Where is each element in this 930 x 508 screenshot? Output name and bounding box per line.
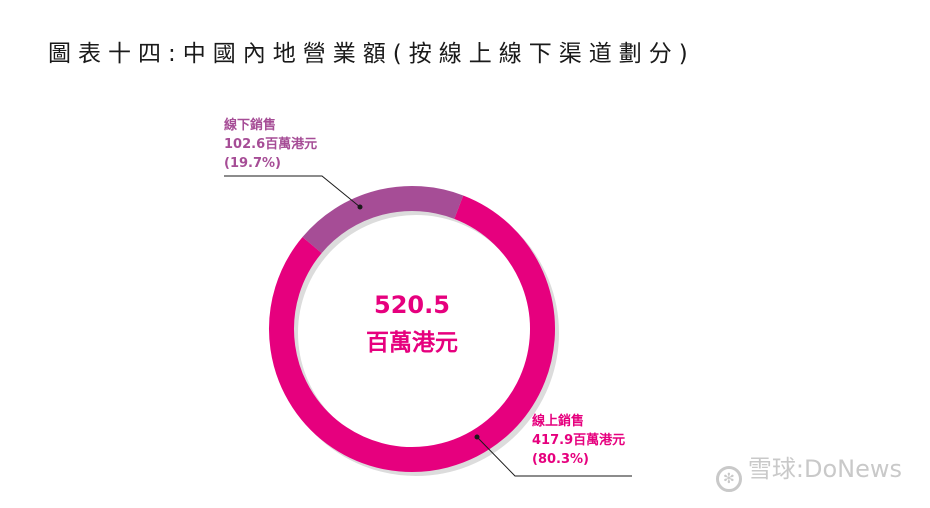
leader-dot-offline bbox=[357, 204, 363, 210]
label-offline-name: 線下銷售 bbox=[224, 118, 277, 133]
leader-dot-online bbox=[474, 434, 480, 440]
label-offline-value: 102.6百萬港元 bbox=[224, 137, 318, 152]
center-total-unit: 百萬港元 bbox=[366, 330, 458, 356]
snowball-icon: ✻ bbox=[715, 466, 742, 492]
label-online-name: 線上銷售 bbox=[532, 414, 585, 429]
slice-online bbox=[269, 195, 555, 472]
label-online: 線上銷售 417.9百萬港元 (80.3%) bbox=[532, 412, 625, 469]
label-online-percent: (80.3%) bbox=[532, 452, 589, 467]
label-offline-percent: (19.7%) bbox=[224, 156, 281, 171]
label-offline: 線下銷售 102.6百萬港元 (19.7%) bbox=[224, 116, 317, 173]
leader-line-online bbox=[476, 436, 632, 477]
leader-line-offline bbox=[224, 175, 361, 208]
chart-title: 圖表十四:中國內地營業額(按線上線下渠道劃分) bbox=[48, 41, 695, 67]
center-total-value: 520.5 bbox=[374, 291, 450, 319]
watermark: ✻ 雪球:DoNews bbox=[715, 449, 902, 492]
slice-offline bbox=[302, 186, 464, 254]
label-online-value: 417.9百萬港元 bbox=[532, 433, 626, 448]
watermark-text: 雪球:DoNews bbox=[747, 455, 902, 483]
